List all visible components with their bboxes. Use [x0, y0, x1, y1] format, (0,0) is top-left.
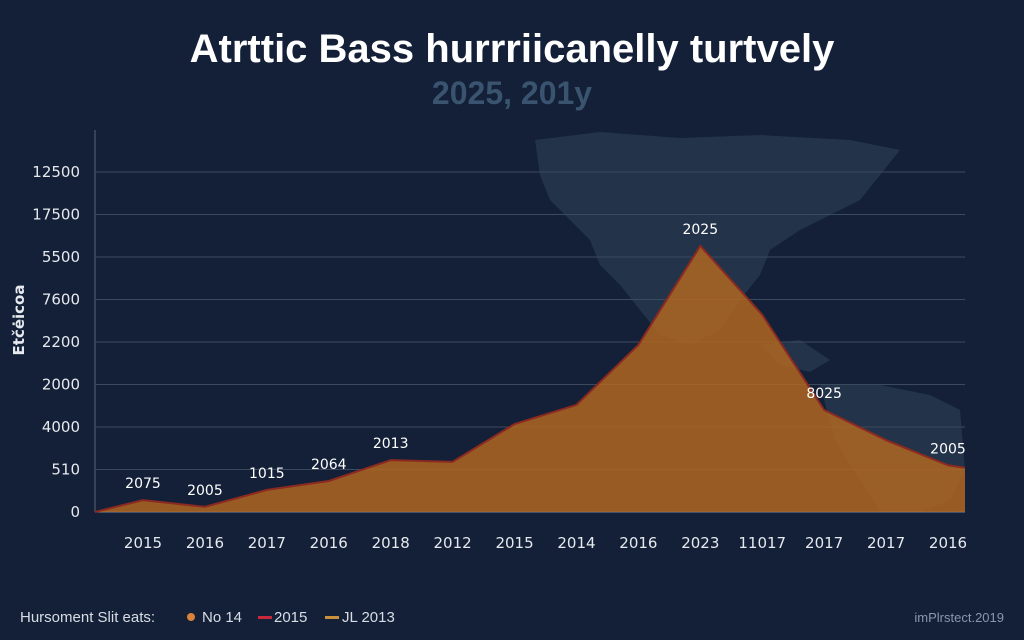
data-label: 8025	[806, 386, 842, 402]
y-tick-label: 5500	[42, 248, 80, 266]
y-tick-label: 4000	[42, 418, 80, 436]
legend-entry-0: No 14	[202, 609, 242, 626]
y-tick-label: 0	[70, 503, 80, 521]
x-tick-label: 2018	[372, 534, 410, 552]
data-label: 2005	[187, 483, 223, 499]
legend-marker-dot	[187, 613, 195, 621]
x-tick-label: 2017	[867, 534, 905, 552]
data-label: 2064	[311, 457, 347, 473]
data-label: 1015	[249, 466, 285, 482]
legend-entry-1: 2015	[274, 609, 307, 626]
x-tick-label: 2014	[557, 534, 595, 552]
legend-marker-line-red	[258, 616, 272, 619]
y-tick-label: 510	[51, 461, 80, 479]
map-silhouette	[535, 132, 965, 512]
legend: Hursoment Slit eats: No 14 2015 JL 2013	[20, 609, 395, 626]
legend-marker-line-gold	[325, 616, 339, 619]
x-tick-label: 11017	[738, 534, 786, 552]
x-tick-label: 2015	[124, 534, 162, 552]
chart-subtitle: 2025, 201y	[432, 75, 592, 111]
x-tick-label: 2017	[248, 534, 286, 552]
x-tick-label: 2016	[619, 534, 657, 552]
x-tick-label: 2016	[310, 534, 348, 552]
chart-title: Atrttic Bass hurrriicanelly turtvely	[190, 27, 835, 71]
area-fill	[95, 245, 965, 512]
y-tick-label: 17500	[32, 206, 80, 224]
legend-entry-2: JL 2013	[342, 609, 395, 626]
data-label: 2075	[125, 476, 161, 492]
legend-title: Hursoment Slit eats:	[20, 609, 155, 626]
y-axis-label: Etčėicoa	[10, 285, 28, 356]
credit: imPlrstect.2019	[914, 610, 1004, 625]
data-label: 2005	[930, 441, 966, 457]
y-tick-label: 2200	[42, 333, 80, 351]
y-tick-label: 2000	[42, 376, 80, 394]
data-label: 2025	[682, 222, 718, 238]
data-label: 2013	[373, 436, 409, 452]
y-tick-label: 7600	[42, 291, 80, 309]
x-tick-label: 2023	[681, 534, 719, 552]
x-tick-label: 2016	[186, 534, 224, 552]
x-tick-label: 2015	[495, 534, 533, 552]
x-tick-label: 2017	[805, 534, 843, 552]
y-tick-label: 12500	[32, 163, 80, 181]
x-tick-label: 2016	[929, 534, 967, 552]
x-tick-label: 2012	[434, 534, 472, 552]
series-line	[94, 244, 966, 513]
